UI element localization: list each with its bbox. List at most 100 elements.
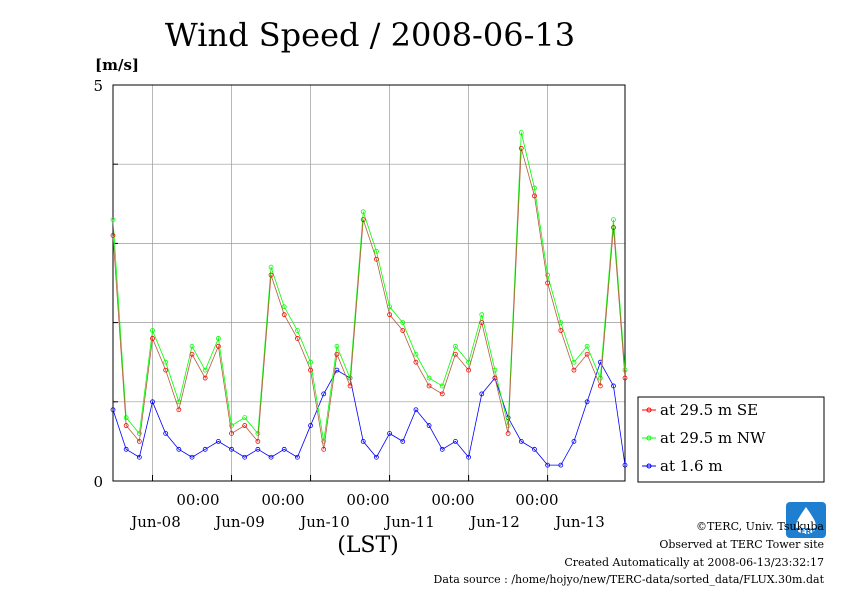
data-point: [268, 272, 274, 278]
data-point: [518, 145, 524, 151]
data-point: [294, 454, 300, 460]
data-point: [492, 375, 498, 381]
data-point: [294, 328, 300, 333]
data-point: [584, 343, 590, 349]
data-point: [150, 336, 155, 341]
data-point: [202, 367, 208, 373]
data-point: [334, 343, 340, 349]
data-point: [360, 438, 366, 444]
data-point: [571, 438, 577, 444]
data-point: [308, 359, 313, 365]
data-point: [545, 462, 551, 468]
data-point: [545, 272, 551, 278]
data-point: [597, 375, 603, 381]
data-point: [360, 217, 366, 223]
data-point: [294, 336, 300, 341]
data-point: [622, 375, 628, 381]
data-point: [255, 431, 261, 436]
data-point: [532, 446, 537, 452]
data-point: [439, 446, 445, 452]
data-point: [374, 454, 379, 460]
data-point: [110, 233, 116, 238]
data-point: [136, 454, 142, 460]
data-point: [611, 383, 616, 389]
data-point: [453, 351, 458, 357]
data-point: [202, 375, 208, 381]
data-point: [505, 431, 511, 436]
data-point: [466, 454, 472, 460]
data-point: [558, 462, 564, 468]
data-point: [163, 367, 169, 373]
series-line: [112, 132, 626, 442]
data-point: [229, 423, 234, 428]
data-point: [334, 351, 340, 357]
data-point: [387, 431, 392, 436]
data-point: [281, 304, 287, 310]
terc-logo: TERC: [786, 502, 826, 538]
legend-label-nw: at 29.5 m NW: [660, 429, 766, 447]
series-1: [110, 130, 628, 444]
x-tick-date: Jun-10: [298, 513, 350, 531]
footer-created: Created Automatically at 2008-06-13/23:3…: [564, 556, 824, 569]
y-tick-label-0: 0: [93, 473, 103, 491]
data-point: [215, 438, 221, 444]
data-point: [479, 312, 485, 318]
x-tick-date: Jun-11: [383, 513, 435, 531]
data-point: [558, 328, 564, 333]
data-point: [374, 248, 379, 254]
legend-label-low: at 1.6 m: [660, 457, 723, 475]
x-tick-time: 00:00: [261, 491, 304, 509]
data-point: [426, 375, 432, 381]
logo-text: TERC: [795, 527, 818, 536]
legend: at 29.5 m SE at 29.5 m NW at 1.6 m: [637, 396, 825, 483]
y-axis-label: [m/s]: [95, 56, 139, 74]
data-point: [584, 399, 590, 405]
data-point: [584, 351, 590, 357]
data-point: [150, 399, 155, 405]
data-point: [453, 343, 458, 349]
data-point: [466, 367, 472, 373]
data-point: [229, 446, 234, 452]
data-point: [426, 383, 432, 389]
legend-box: [637, 396, 825, 483]
data-point: [255, 438, 261, 444]
legend-label-se: at 29.5 m SE: [660, 401, 758, 419]
data-point: [400, 328, 406, 333]
data-point: [479, 320, 485, 326]
data-point: [242, 415, 248, 421]
plot-frame: [112, 84, 626, 482]
legend-marker-low: [646, 463, 652, 469]
footer-observed: Observed at TERC Tower site: [659, 538, 824, 551]
data-point: [123, 423, 129, 428]
data-point: [150, 328, 155, 333]
data-point: [281, 312, 287, 318]
data-point: [413, 359, 419, 365]
data-point: [545, 280, 551, 286]
data-point: [229, 431, 234, 436]
x-tick-time: 00:00: [346, 491, 389, 509]
y-tick-label-5: 5: [93, 77, 103, 95]
data-point: [215, 343, 221, 349]
data-point: [308, 423, 313, 428]
data-point: [321, 391, 327, 397]
series-0: [110, 145, 628, 452]
x-tick-date: Jun-12: [468, 513, 520, 531]
x-tick-time: 00:00: [515, 491, 558, 509]
data-point: [479, 391, 485, 397]
series-layer: [110, 130, 628, 468]
legend-marker-se: [646, 407, 652, 413]
data-point: [268, 264, 274, 270]
data-point: [110, 407, 116, 413]
data-point: [518, 130, 524, 135]
data-point: [110, 217, 116, 223]
series-2: [110, 359, 628, 468]
data-point: [281, 446, 287, 452]
grid: [113, 85, 625, 481]
data-point: [387, 312, 392, 318]
data-point: [518, 438, 524, 444]
footer-copyright: ©TERC, Univ. Tsukuba: [695, 520, 824, 533]
data-point: [611, 225, 616, 230]
data-point: [597, 383, 603, 389]
data-point: [255, 446, 261, 452]
